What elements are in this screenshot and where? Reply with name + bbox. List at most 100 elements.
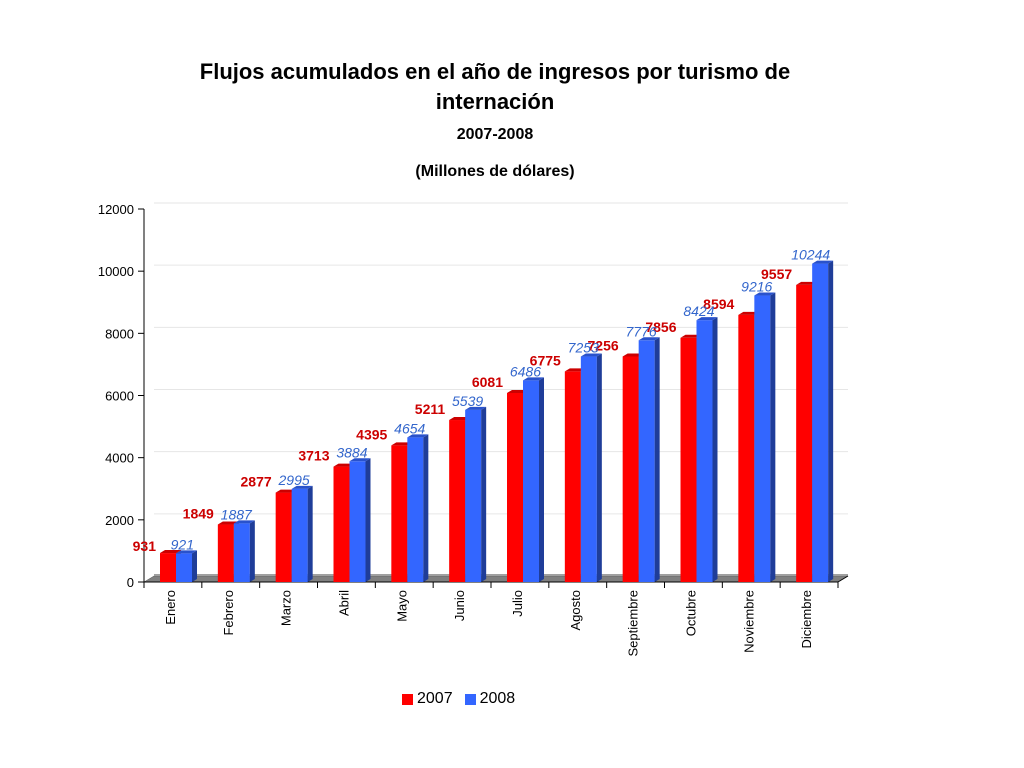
bar-2007-abril (333, 466, 350, 582)
x-tick-label: Diciembre (799, 590, 814, 649)
legend-swatch-2008 (464, 693, 476, 705)
bar-top (812, 260, 834, 264)
bar-top (580, 353, 602, 357)
bar-top (507, 389, 528, 393)
x-tick-label: Junio (452, 590, 467, 621)
bar-top (291, 485, 313, 489)
x-tick-label: Mayo (394, 590, 409, 622)
bar-top (391, 442, 413, 446)
chart-floor-edge (154, 574, 848, 576)
x-tick-label: Octubre (683, 590, 698, 636)
data-label-2008: 7253 (568, 340, 599, 356)
data-label-2008: 7776 (626, 323, 657, 339)
bar-2007-octubre (680, 337, 697, 582)
bar-2008-septiembre (638, 340, 655, 582)
bar-2008-julio (523, 380, 539, 582)
data-label-2008: 4654 (394, 420, 425, 436)
bar-2008-abril (349, 461, 366, 582)
bar-2007-enero (160, 553, 176, 582)
x-tick-label: Abril (336, 590, 351, 616)
data-label-2007: 2877 (241, 474, 272, 490)
data-label-2007: 7256 (588, 337, 619, 353)
bar-side (249, 520, 255, 582)
bar-2007-septiembre (622, 356, 639, 582)
bar-2007-febrero (217, 524, 234, 582)
y-tick-label: 8000 (105, 326, 134, 341)
bar-top (754, 292, 776, 296)
bar-2007-julio (507, 392, 523, 582)
bar-2007-marzo (275, 492, 292, 582)
data-label-2007: 9557 (761, 266, 792, 282)
data-label-2008: 5539 (452, 393, 483, 409)
bar-2008-marzo (291, 488, 308, 582)
data-label-2008: 6486 (510, 363, 541, 379)
bar-2007-mayo (391, 445, 408, 582)
bar-2008-noviembre (754, 295, 771, 582)
bar-2008-diciembre (812, 263, 829, 582)
data-label-2008: 8424 (683, 303, 714, 319)
bar-side (654, 337, 660, 582)
bar-top (407, 434, 429, 438)
legend-swatch-2007 (402, 693, 413, 705)
bar-top (564, 368, 586, 372)
legend-label-2008: 2008 (479, 690, 516, 707)
bar-top (275, 489, 297, 493)
data-label-2007: 3713 (298, 448, 329, 464)
x-tick-label: Enero (163, 590, 178, 625)
y-tick-label: 10000 (98, 264, 134, 279)
bar-top (217, 521, 239, 525)
chart-title-line1: Flujos acumulados en el año de ingresos … (199, 59, 791, 84)
bar-2007-diciembre (796, 284, 813, 582)
data-label-2007: 1849 (183, 506, 214, 522)
bar-2008-octubre (696, 320, 713, 582)
legend-item-2008: 2008 (464, 690, 516, 708)
bar-2008-enero (176, 553, 192, 582)
bar-side (828, 260, 834, 582)
x-tick-label: Marzo (279, 590, 294, 626)
bar-top (449, 417, 471, 421)
bar-top (465, 406, 487, 410)
bar-top (523, 377, 544, 381)
bar-side (192, 550, 197, 582)
data-label-2007: 931 (133, 538, 157, 554)
y-tick-label: 4000 (105, 451, 134, 466)
data-label-2007: 4395 (356, 426, 387, 442)
bar-top (696, 317, 718, 321)
y-tick-label: 2000 (105, 513, 134, 528)
bar-side (596, 353, 602, 582)
legend-item-2007: 2007 (402, 690, 453, 708)
data-label-2007: 7856 (645, 319, 676, 335)
chart-units: (Millones de dólares) (415, 163, 575, 180)
data-label-2008: 1887 (221, 506, 253, 522)
chart-title-line2: internación (435, 89, 555, 114)
data-label-2008: 3884 (336, 444, 367, 460)
bar-2007-agosto (564, 371, 581, 582)
data-label-2008: 9216 (741, 279, 772, 295)
legend: 2007 2008 (402, 690, 527, 708)
x-axis-depth (837, 575, 849, 583)
y-tick-label: 0 (127, 575, 134, 590)
data-label-2008: 921 (171, 536, 194, 552)
bar-top (796, 281, 818, 285)
bar-side (365, 458, 371, 582)
data-label-2007: 5211 (415, 401, 446, 417)
bar-2008-febrero (233, 523, 250, 582)
bar-side (712, 317, 718, 582)
bar-top (333, 463, 355, 467)
bar-top (233, 520, 255, 524)
bar-top (349, 458, 371, 462)
y-tick-label: 12000 (98, 202, 134, 217)
bar-2007-junio (449, 420, 466, 582)
x-tick-label: Septiembre (626, 590, 641, 656)
bar-top (160, 550, 181, 554)
bar-side (539, 377, 544, 582)
x-tick-label: Febrero (221, 590, 236, 636)
x-tick-label: Julio (510, 590, 525, 617)
bar-top (176, 550, 197, 554)
bar-side (307, 485, 313, 582)
bar-side (481, 406, 487, 582)
bar-top (622, 353, 644, 357)
x-tick-label: Agosto (568, 590, 583, 630)
chart-subtitle: 2007-2008 (456, 126, 534, 143)
